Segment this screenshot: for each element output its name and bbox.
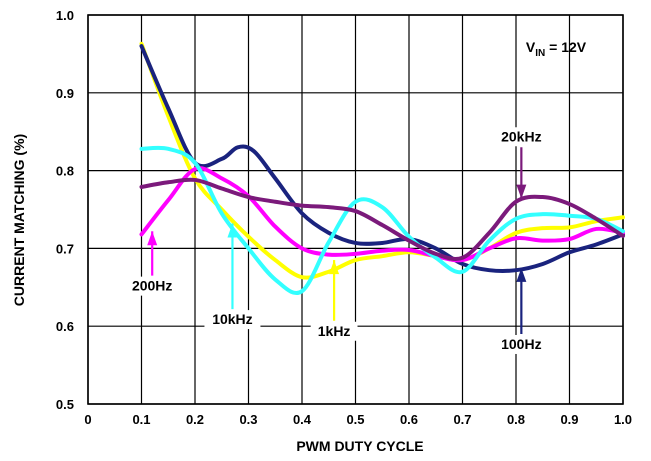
label-background-1khz	[310, 321, 358, 341]
vin-subscript: IN	[535, 48, 545, 59]
y-tick-label: 0.5	[56, 397, 74, 412]
y-axis-label: CURRENT MATCHING (%)	[11, 134, 27, 306]
vin-annotation: VIN = 12V	[526, 39, 587, 59]
series-line-100hz	[139, 44, 625, 273]
tick-labels: 0 0.1 0.2 0.3 0.4 0.5 0.6 0.7 0.8 0.9 1.0 0.5 0.6 0.7…	[56, 8, 632, 427]
plot-frame	[87, 14, 624, 405]
arrowhead-1khz	[329, 260, 340, 275]
x-axis-label: PWM DUTY CYCLE	[296, 438, 423, 454]
arrowhead-10khz	[227, 223, 238, 238]
y-tick-label: 1.0	[56, 8, 74, 23]
series-layer	[139, 41, 625, 295]
y-tick-label: 0.9	[56, 86, 74, 101]
vin-main: V	[526, 39, 536, 55]
y-tick-label: 0.8	[56, 164, 74, 179]
series-line-10khz	[139, 145, 625, 295]
label-background-100hz	[493, 334, 550, 354]
x-tick-label: 0.2	[186, 412, 204, 427]
series-label-10khz: 10kHz	[212, 311, 252, 327]
series-arrows	[147, 147, 527, 334]
x-tick-label: 0	[84, 412, 91, 427]
arrowhead-100hz	[516, 267, 527, 282]
vin-rest: = 12V	[545, 39, 587, 55]
series-labels: 200Hz 10kHz 1kHz 20kHz 100Hz	[124, 127, 550, 354]
series-line-20khz	[139, 177, 625, 262]
x-tick-label: 0.6	[400, 412, 418, 427]
x-tick-label: 0.1	[132, 412, 150, 427]
x-tick-label: 0.4	[293, 412, 312, 427]
arrowhead-20khz	[516, 184, 527, 199]
x-tick-label: 0.3	[239, 412, 257, 427]
series-label-200hz: 200Hz	[132, 278, 172, 294]
series-label-100hz: 100Hz	[501, 336, 541, 352]
series-label-1khz: 1kHz	[318, 323, 351, 339]
series-line-200hz	[139, 166, 625, 263]
x-tick-label: 0.5	[346, 412, 364, 427]
y-tick-label: 0.6	[56, 319, 74, 334]
label-background-10khz	[204, 310, 261, 330]
x-tick-label: 0.9	[560, 412, 578, 427]
label-background-20khz	[493, 127, 550, 147]
arrowhead-200hz	[147, 231, 158, 246]
x-tick-label: 0.8	[507, 412, 525, 427]
y-tick-label: 0.7	[56, 241, 74, 256]
x-tick-label: 1.0	[614, 412, 632, 427]
series-label-20khz: 20kHz	[501, 128, 541, 144]
x-tick-label: 0.7	[453, 412, 471, 427]
label-background-200hz	[124, 276, 181, 296]
